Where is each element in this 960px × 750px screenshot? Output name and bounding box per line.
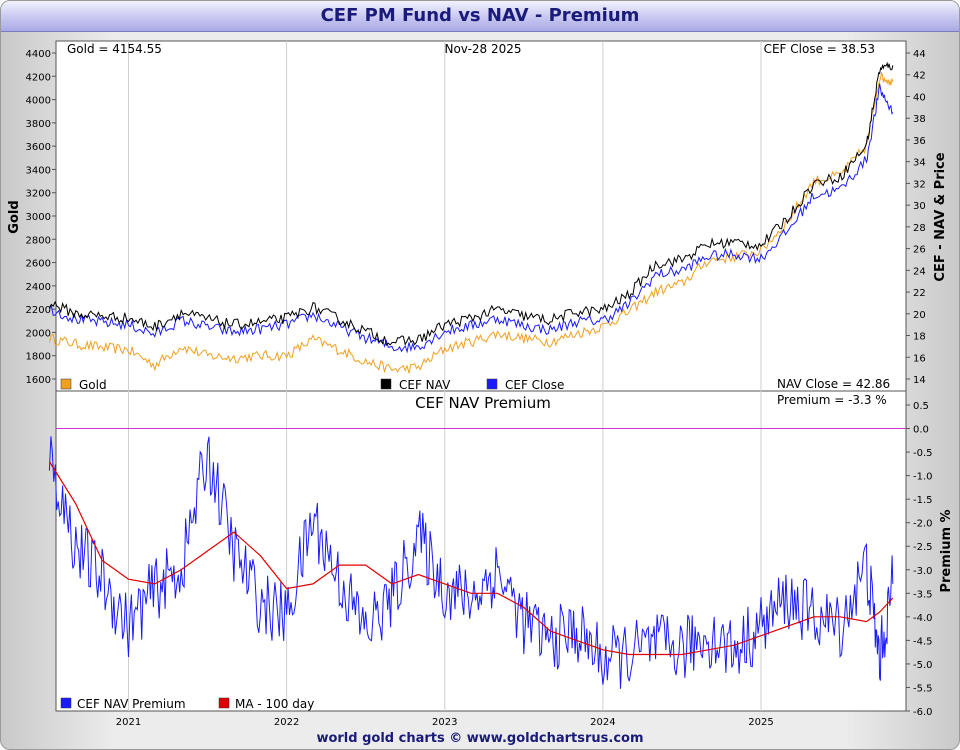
legend-gold-swatch [60, 378, 72, 390]
premium-tick-label: -5.5 [913, 683, 933, 694]
cef-tick-label: 14 [913, 375, 926, 386]
premium-panel-title: CEF NAV Premium [415, 394, 551, 412]
legend-nav-swatch [380, 378, 392, 390]
cef-close-readout: CEF Close = 38.53 [764, 42, 875, 56]
cef-tick-label: 38 [913, 114, 926, 125]
date-readout: Nov-28 2025 [444, 42, 521, 56]
year-tick-label: 2024 [590, 717, 615, 728]
gold-tick-label: 2600 [26, 259, 51, 270]
gold-axis-ticks: 4400 4200 4000 3800 3600 3400 3200 3000 2800 2600… [26, 49, 56, 386]
cef-tick-label: 40 [913, 92, 926, 103]
cef-tick-label: 42 [913, 71, 926, 82]
year-tick-label: 2023 [432, 717, 457, 728]
premium-series [48, 436, 894, 689]
cef-tick-label: 20 [913, 310, 926, 321]
cef-tick-label: 34 [913, 158, 926, 169]
premium-tick-label: -0.5 [913, 448, 933, 459]
premium-tick-label: 0.5 [913, 401, 929, 412]
chart-canvas: 4400 4200 4000 3800 3600 3400 3200 3000 2800 2600… [7, 40, 954, 728]
cef-tick-label: 18 [913, 332, 926, 343]
premium-axis-title: Premium % [939, 509, 954, 592]
legend-premium-swatch [60, 697, 72, 709]
price-series [48, 61, 894, 374]
gold-tick-label: 3400 [26, 165, 51, 176]
premium-tick-label: 0.0 [913, 425, 929, 436]
year-tick-label: 2021 [116, 717, 141, 728]
legend-close-swatch [486, 378, 498, 390]
gold-axis-title: Gold [7, 200, 22, 233]
cef-tick-label: 26 [913, 245, 926, 256]
gold-tick-label: 2400 [26, 282, 51, 293]
cef-axis-title: CEF - NAV & Price [933, 152, 948, 281]
premium-axis-ticks: 0.5 0.0 -0.5 -1.0 -1.5 -2.0 -2.5 -3.0 -3.5 -4.0 -4… [906, 401, 933, 718]
premium-tick-label: -6.0 [913, 707, 933, 718]
gold-tick-label: 3000 [26, 212, 51, 223]
premium-tick-label: -3.0 [913, 566, 933, 577]
gold-tick-label: 3800 [26, 119, 51, 130]
gold-tick-label: 2800 [26, 235, 51, 246]
series-ma-100-day [48, 461, 894, 656]
premium-tick-label: -1.0 [913, 472, 933, 483]
gold-tick-label: 2000 [26, 328, 51, 339]
legend-gold-label: Gold [79, 378, 107, 392]
year-tick-label: 2025 [748, 717, 773, 728]
gold-tick-label: 3600 [26, 142, 51, 153]
legend-premium-label: CEF NAV Premium [77, 697, 186, 711]
premium-tick-label: -4.5 [913, 636, 933, 647]
footer-credit: world gold charts © www.goldchartsrus.co… [316, 731, 644, 746]
series-cef-nav-premium [48, 436, 894, 689]
legend-close-label: CEF Close [505, 378, 564, 392]
page-title: CEF PM Fund vs NAV - Premium [1, 1, 959, 32]
legend-nav-label: CEF NAV [399, 378, 451, 392]
premium-panel [55, 390, 907, 712]
cef-tick-label: 22 [913, 288, 926, 299]
cef-tick-label: 28 [913, 223, 926, 234]
cef-tick-label: 30 [913, 201, 926, 212]
gold-tick-label: 1600 [26, 375, 51, 386]
gold-tick-label: 3200 [26, 189, 51, 200]
gold-tick-label: 4200 [26, 72, 51, 83]
gold-tick-label: 2200 [26, 305, 51, 316]
premium-readout: Premium = -3.3 % [777, 393, 887, 407]
gold-tick-label: 1800 [26, 352, 51, 363]
premium-tick-label: -3.5 [913, 589, 933, 600]
gold-tick-label: 4400 [26, 49, 51, 60]
cef-tick-label: 36 [913, 136, 926, 147]
series-cef-nav [48, 61, 894, 347]
cef-tick-label: 44 [913, 49, 926, 60]
cef-axis-ticks: 44 42 40 38 36 34 32 30 28 26 24 22 20 18 16 14 [906, 49, 926, 386]
legend-ma-label: MA - 100 day [235, 697, 314, 711]
premium-tick-label: -2.5 [913, 542, 933, 553]
gold-readout: Gold = 4154.55 [67, 42, 162, 56]
series-gold [48, 72, 894, 374]
year-axis-ticks: 2021 2022 2023 2024 2025 [116, 717, 774, 728]
premium-tick-label: -5.0 [913, 660, 933, 671]
premium-tick-label: -4.0 [913, 613, 933, 624]
premium-tick-label: -1.5 [913, 495, 933, 506]
nav-close-readout: NAV Close = 42.86 [777, 377, 890, 391]
cef-tick-label: 24 [913, 266, 926, 277]
gold-tick-label: 4000 [26, 96, 51, 107]
series-cef-close [48, 83, 894, 354]
cef-tick-label: 16 [913, 353, 926, 364]
legend-ma-swatch [218, 697, 230, 709]
cef-tick-label: 32 [913, 179, 926, 190]
year-tick-label: 2022 [274, 717, 299, 728]
premium-tick-label: -2.0 [913, 519, 933, 530]
price-panel [55, 40, 907, 392]
